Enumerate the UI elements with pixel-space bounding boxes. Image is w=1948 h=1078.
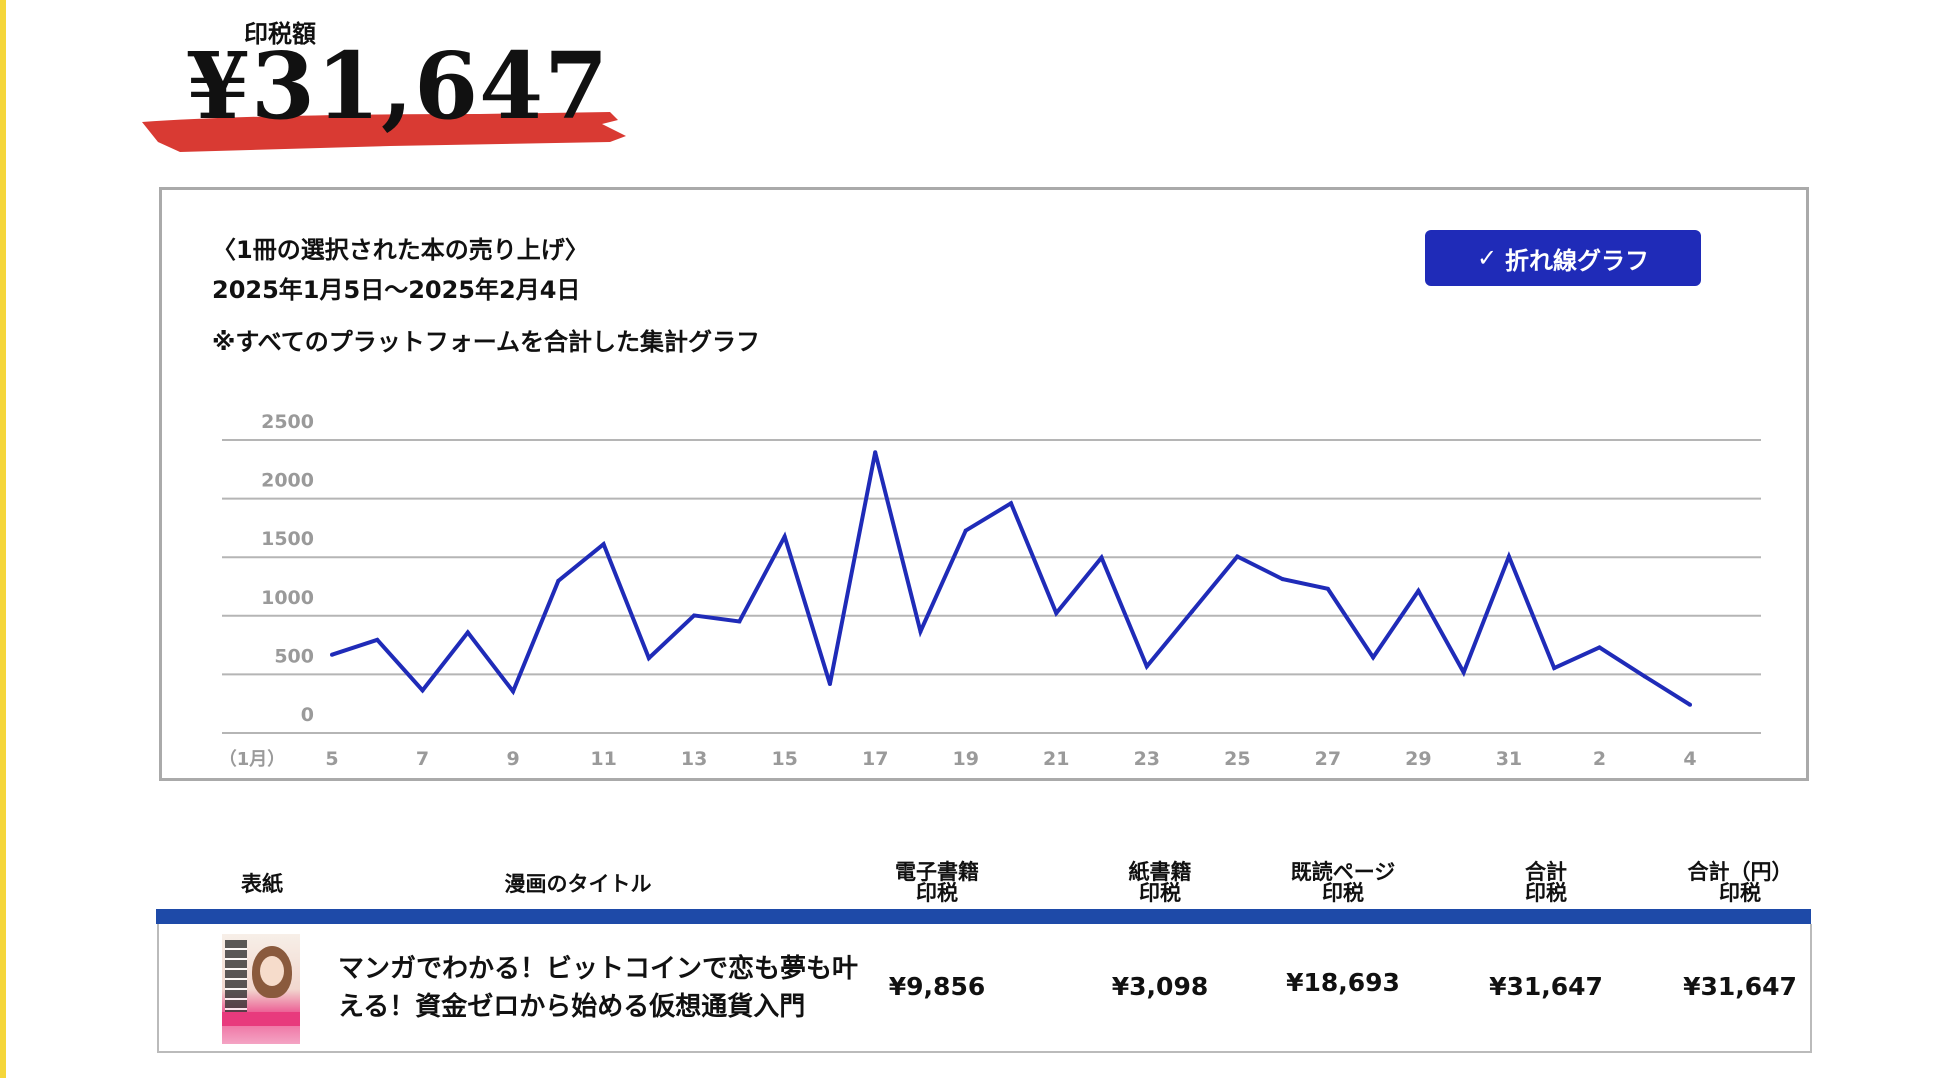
data-point bbox=[1054, 611, 1059, 616]
data-point bbox=[556, 578, 561, 583]
data-point bbox=[511, 689, 516, 694]
red-brush-underline bbox=[142, 112, 626, 152]
column-header-line2: 印税 bbox=[1322, 881, 1364, 905]
data-point bbox=[692, 613, 697, 618]
column-header-cover: 表紙 bbox=[241, 874, 283, 895]
data-point bbox=[1688, 702, 1692, 707]
y-tick-label: 2000 bbox=[261, 470, 314, 492]
royalty-label: 印税額 bbox=[244, 20, 316, 48]
data-point bbox=[1009, 501, 1013, 506]
x-tick-label: 21 bbox=[1043, 748, 1069, 770]
data-point bbox=[1325, 586, 1330, 591]
data-point bbox=[1099, 555, 1104, 560]
y-tick-label: 2500 bbox=[261, 411, 314, 433]
column-header-ebook: 電子書籍 印税 bbox=[895, 862, 979, 904]
column-header-line2: 印税 bbox=[1525, 881, 1567, 905]
table-header-bar bbox=[156, 909, 1811, 924]
x-tick-label: 13 bbox=[681, 748, 707, 770]
column-header-total: 合計 印税 bbox=[1525, 862, 1567, 904]
data-point bbox=[646, 656, 651, 661]
royalty-amount: ¥31,647 bbox=[186, 32, 610, 140]
data-point bbox=[420, 688, 425, 693]
line-graph-button-label: 折れ線グラフ bbox=[1505, 246, 1650, 275]
x-tick-label: 5 bbox=[325, 748, 338, 770]
data-point bbox=[1642, 674, 1647, 679]
column-header-total-yen: 合計（円） 印税 bbox=[1688, 862, 1793, 904]
total-yen-royalty: ¥31,647 bbox=[1683, 972, 1797, 1001]
data-point bbox=[1280, 577, 1285, 582]
column-header-line1: 表紙 bbox=[241, 872, 283, 896]
y-tick-label: 0 bbox=[301, 704, 314, 726]
x-tick-label: 23 bbox=[1134, 748, 1160, 770]
total-royalty: ¥31,647 bbox=[1489, 972, 1603, 1001]
line-graph-toggle-button[interactable]: ✓ 折れ線グラフ bbox=[1425, 230, 1701, 286]
data-point bbox=[827, 682, 832, 687]
x-tick-label: 19 bbox=[953, 748, 979, 770]
data-point bbox=[1371, 655, 1376, 660]
column-header-line2: 印税 bbox=[1719, 881, 1761, 905]
data-point bbox=[330, 652, 334, 657]
column-header-line2: 印税 bbox=[1139, 881, 1181, 905]
data-point bbox=[1190, 609, 1195, 614]
y-tick-label: 1500 bbox=[261, 528, 314, 550]
paper-royalty: ¥3,098 bbox=[1111, 972, 1209, 1001]
column-header-paper: 紙書籍 印税 bbox=[1129, 862, 1192, 904]
column-header-line1: 既読ページ bbox=[1290, 860, 1396, 884]
ebook-royalty: ¥9,856 bbox=[888, 972, 986, 1001]
data-point bbox=[1506, 554, 1511, 559]
data-point bbox=[918, 629, 923, 634]
x-tick-label: 7 bbox=[416, 748, 429, 770]
sales-chart-panel: 〈1冊の選択された本の売り上げ〉 2025年1月5日〜2025年2月4日 ※すべ… bbox=[159, 187, 1809, 781]
data-point bbox=[1552, 666, 1557, 671]
x-tick-label: 25 bbox=[1224, 748, 1250, 770]
x-tick-label: 15 bbox=[771, 748, 797, 770]
data-point bbox=[601, 542, 606, 547]
x-tick-label: 2 bbox=[1593, 748, 1606, 770]
x-tick-label: 31 bbox=[1496, 748, 1522, 770]
data-point bbox=[1416, 588, 1421, 593]
y-tick-label: 500 bbox=[274, 645, 314, 667]
side-accent-strip bbox=[0, 0, 6, 1078]
x-tick-label: 11 bbox=[590, 748, 616, 770]
data-point bbox=[963, 528, 968, 533]
column-header-line1: 紙書籍 bbox=[1128, 860, 1192, 884]
data-point bbox=[1144, 664, 1149, 669]
x-tick-label: 17 bbox=[862, 748, 888, 770]
check-icon: ✓ bbox=[1476, 244, 1498, 272]
chart-note: ※すべてのプラットフォームを合計した集計グラフ bbox=[212, 328, 760, 356]
data-point bbox=[873, 450, 878, 455]
data-point bbox=[1597, 645, 1602, 650]
data-point bbox=[737, 619, 742, 624]
data-point bbox=[1461, 670, 1466, 675]
y-tick-label: 1000 bbox=[261, 587, 314, 609]
kenp-royalty: ¥18,693 bbox=[1286, 968, 1400, 997]
column-header-line1: 電子書籍 bbox=[895, 860, 979, 884]
data-point bbox=[465, 630, 470, 635]
column-header-line1: 漫画のタイトル bbox=[504, 872, 652, 896]
column-header-kenp: 既読ページ 印税 bbox=[1291, 862, 1396, 904]
column-header-line2: 印税 bbox=[916, 881, 958, 905]
column-header-line1: 合計（円） bbox=[1687, 860, 1793, 884]
sales-line bbox=[331, 451, 1692, 707]
x-tick-label: 9 bbox=[506, 748, 519, 770]
table-row[interactable] bbox=[157, 924, 1812, 1053]
x-month-label: （1月） bbox=[219, 749, 286, 770]
chart-title: 〈1冊の選択された本の売り上げ〉 bbox=[212, 236, 589, 264]
data-point bbox=[782, 534, 787, 539]
book-title[interactable]: マンガでわかる！ビットコインで恋も夢も叶える！資金ゼロから始める仮想通貨入門 bbox=[338, 954, 859, 1022]
column-header-title: 漫画のタイトル bbox=[505, 874, 652, 895]
data-point bbox=[1235, 554, 1240, 559]
x-tick-label: 29 bbox=[1405, 748, 1431, 770]
line-chart: 0 500 1000 1500 2000 2500 （1月） 5 7 9 11 13 15 17 19 21 2… bbox=[219, 411, 1761, 770]
chart-date-range: 2025年1月5日〜2025年2月4日 bbox=[212, 276, 581, 304]
book-cover-image[interactable] bbox=[222, 934, 300, 1044]
column-header-line1: 合計 bbox=[1525, 860, 1567, 884]
data-point bbox=[375, 637, 380, 642]
x-tick-label: 27 bbox=[1315, 748, 1341, 770]
x-tick-label: 4 bbox=[1683, 748, 1696, 770]
